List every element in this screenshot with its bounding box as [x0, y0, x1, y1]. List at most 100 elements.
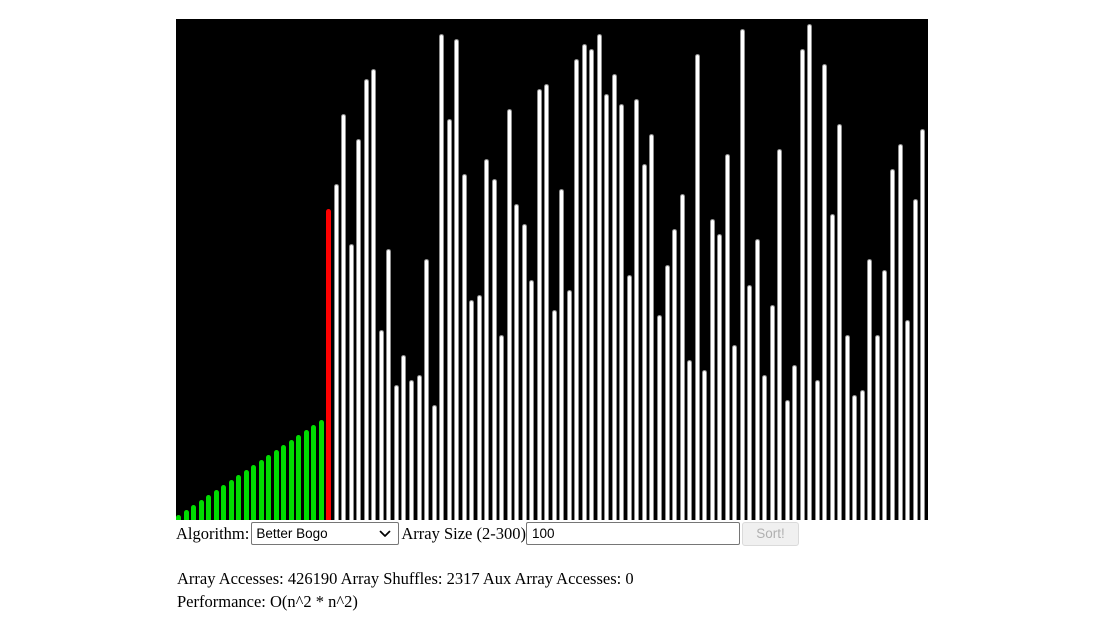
bar-slot [281, 19, 289, 520]
array-bar-sorted [281, 444, 287, 520]
bar-slot [258, 19, 267, 520]
array-bar-sorted [206, 494, 212, 520]
array-bar-unsorted [905, 319, 911, 520]
array-bar-unsorted [920, 129, 926, 520]
array-bar-unsorted [589, 49, 595, 520]
array-bar-unsorted [559, 189, 565, 520]
bar-slot [363, 19, 372, 520]
array-bar-unsorted [822, 64, 828, 520]
bar-slot [408, 19, 417, 520]
array-bar-unsorted [732, 344, 738, 520]
bar-slot [634, 19, 642, 520]
bar-slot [702, 19, 710, 520]
bar-slot [469, 19, 477, 520]
bar-slot [664, 19, 673, 520]
bar-slot [206, 19, 214, 520]
array-bar-unsorted [581, 44, 587, 520]
array-bar-unsorted [431, 404, 437, 520]
bar-slot [694, 19, 703, 520]
array-bar-unsorted [604, 94, 610, 520]
array-bar-unsorted [574, 59, 580, 520]
sort-button[interactable]: Sort! [741, 521, 799, 546]
bar-slot [491, 19, 500, 520]
array-accesses-label: Array Accesses: [177, 569, 284, 588]
bar-slot [401, 19, 409, 520]
bar-slot [829, 19, 838, 520]
bar-slot [574, 19, 582, 520]
bar-slot [709, 19, 718, 520]
bar-slot [566, 19, 575, 520]
bar-slot [604, 19, 612, 520]
bar-slot [544, 19, 552, 520]
array-bar-unsorted [897, 144, 903, 520]
bar-slot [476, 19, 485, 520]
array-bar-unsorted [393, 384, 399, 520]
bar-slot [657, 19, 665, 520]
array-bar-unsorted [634, 99, 640, 520]
bar-slot [784, 19, 793, 520]
bar-slot [754, 19, 763, 520]
bar-slot [717, 19, 725, 520]
array-bar-sorted [318, 419, 324, 520]
bar-slot [221, 19, 229, 520]
array-bar-unsorted [874, 334, 880, 520]
stats-line-2: Performance: O(n^2 * n^2) [177, 590, 634, 613]
array-bar-unsorted [679, 194, 685, 520]
array-bar-unsorted [386, 249, 392, 520]
array-bar-unsorted [641, 164, 647, 520]
bar-slot [687, 19, 695, 520]
bar-slot [852, 19, 860, 520]
array-bar-current [326, 209, 332, 520]
array-bar-unsorted [709, 219, 715, 520]
bar-slot [273, 19, 282, 520]
array-size-input[interactable] [525, 522, 740, 545]
array-bar-unsorted [687, 359, 693, 520]
bar-slot [371, 19, 379, 520]
bar-slot [348, 19, 357, 520]
bar-slot [762, 19, 770, 520]
array-bar-unsorted [514, 204, 520, 520]
array-bar-unsorted [461, 174, 467, 520]
bar-slot [739, 19, 748, 520]
bar-slot [176, 19, 184, 520]
array-bar-sorted [198, 499, 204, 520]
array-bar-unsorted [446, 119, 452, 520]
bar-slot [649, 19, 657, 520]
array-bar-unsorted [912, 199, 918, 520]
bar-slot [311, 19, 319, 520]
bar-slot [747, 19, 755, 520]
array-bar-unsorted [439, 34, 445, 520]
array-bar-sorted [236, 474, 242, 520]
array-bar-sorted [221, 484, 227, 520]
array-bar-unsorted [499, 334, 505, 520]
array-bar-unsorted [408, 379, 414, 520]
bar-slot [769, 19, 778, 520]
array-bar-sorted [273, 449, 279, 520]
bar-slot [814, 19, 823, 520]
performance-value: O(n^2 * n^2) [270, 592, 358, 611]
algorithm-select[interactable]: Better Bogo [251, 522, 400, 545]
array-bar-sorted [303, 429, 309, 520]
array-bar-unsorted [611, 74, 617, 520]
array-bar-unsorted [882, 269, 888, 520]
array-bar-unsorted [799, 49, 805, 520]
bar-slot [905, 19, 913, 520]
array-bar-unsorted [469, 299, 475, 520]
array-bar-unsorted [837, 124, 843, 520]
array-bar-unsorted [739, 29, 745, 520]
bar-slot [499, 19, 507, 520]
array-shuffles-label: Array Shuffles: [340, 569, 443, 588]
array-bar-unsorted [777, 149, 783, 520]
bar-slot [679, 19, 688, 520]
bar-slot [288, 19, 297, 520]
array-bar-unsorted [664, 264, 670, 520]
array-bar-unsorted [694, 54, 700, 520]
array-bar-unsorted [717, 234, 723, 520]
bar-slot [356, 19, 364, 520]
bar-slot [874, 19, 883, 520]
bar-slot [529, 19, 537, 520]
array-accesses-value: 426190 [287, 569, 338, 588]
array-bar-sorted [258, 459, 264, 520]
array-bar-sorted [183, 509, 189, 520]
array-bar-unsorted [401, 354, 407, 520]
